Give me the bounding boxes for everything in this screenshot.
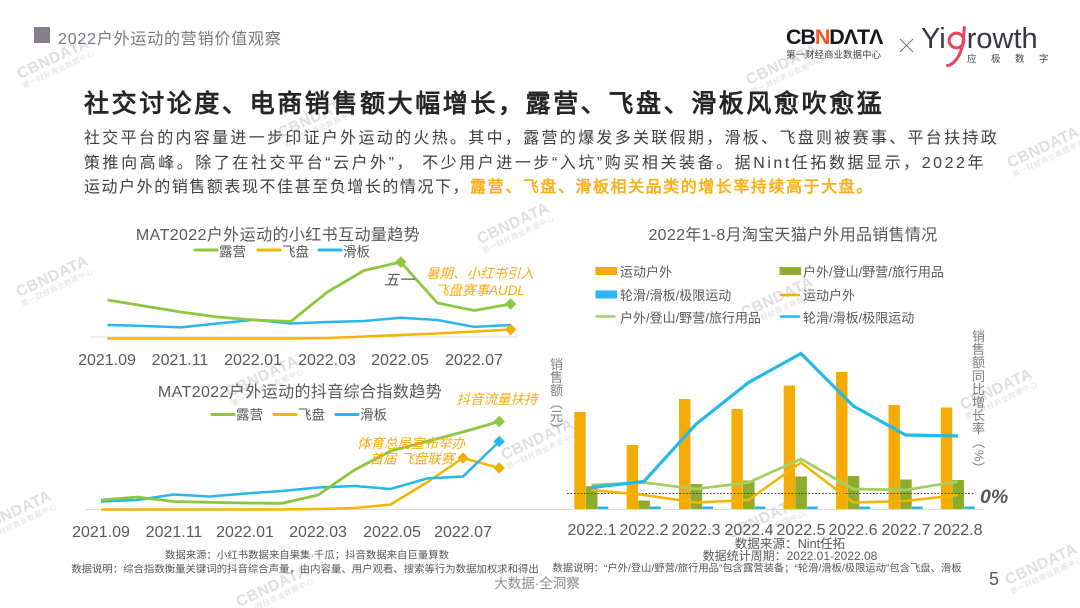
svg-text:2022年1-8月淘宝天猫户外用品销售情况: 2022年1-8月淘宝天猫户外用品销售情况: [648, 226, 937, 244]
svg-text:2021.09: 2021.09: [78, 352, 136, 369]
svg-text:2022.01: 2022.01: [224, 352, 282, 369]
svg-text:2022.1: 2022.1: [568, 522, 617, 539]
svg-text:2022.03: 2022.03: [298, 352, 356, 369]
svg-text:体育总局宣布举办: 体育总局宣布举办: [357, 436, 465, 451]
svg-text:飞盘: 飞盘: [282, 244, 309, 260]
svg-text:2022.5: 2022.5: [777, 522, 826, 539]
svg-text:轮滑/滑板/极限运动: 轮滑/滑板/极限运动: [620, 288, 731, 303]
svg-text:露营: 露营: [219, 245, 246, 260]
svg-text:滑板: 滑板: [360, 408, 387, 423]
svg-text:大数据·全洞察: 大数据·全洞察: [494, 575, 580, 591]
svg-text:运动户外: 运动户外: [803, 288, 855, 303]
svg-text:MAT2022户外运动的小红书互动量趋势: MAT2022户外运动的小红书互动量趋势: [136, 226, 420, 244]
svg-text:户外/登山/野营/旅行用品: 户外/登山/野营/旅行用品: [620, 311, 761, 326]
svg-text:户外/登山/野营/旅行用品: 户外/登山/野营/旅行用品: [803, 265, 944, 280]
svg-text:MAT2022户外运动的抖音综合指数趋势: MAT2022户外运动的抖音综合指数趋势: [158, 383, 442, 401]
svg-text:0%: 0%: [980, 486, 1008, 508]
svg-text:2022.7: 2022.7: [882, 522, 931, 539]
svg-text:滑板: 滑板: [343, 245, 370, 260]
svg-text:2022.01: 2022.01: [216, 524, 274, 541]
svg-text:2021.11: 2021.11: [146, 524, 203, 541]
svg-text:飞盘赛事AUDL: 飞盘赛事AUDL: [435, 283, 525, 298]
svg-text:飞盘: 飞盘: [298, 407, 325, 423]
svg-text:数据来源：Nint任拓: 数据来源：Nint任拓: [735, 537, 846, 551]
svg-text:2022.4: 2022.4: [725, 522, 774, 539]
svg-text:数据统计周期：2022.01-2022.08: 数据统计周期：2022.01-2022.08: [703, 548, 878, 563]
svg-text:2022.07: 2022.07: [445, 352, 503, 369]
svg-text:2022.6: 2022.6: [829, 522, 878, 539]
svg-text:数据来源：小红书数据来自果集·千瓜；抖音数据来自巨量算数: 数据来源：小红书数据来自果集·千瓜；抖音数据来自巨量算数: [165, 549, 450, 562]
svg-text:2021.09: 2021.09: [72, 524, 130, 541]
svg-text:数据说明：“户外/登山/野营/旅行用品”包含露营装备；“轮滑: 数据说明：“户外/登山/野营/旅行用品”包含露营装备；“轮滑/滑板/极限运动”包…: [552, 562, 961, 575]
svg-text:首届 飞盘联赛: 首届 飞盘联赛: [370, 452, 457, 467]
svg-text:2022.05: 2022.05: [363, 524, 421, 541]
svg-text:2022.05: 2022.05: [371, 352, 429, 369]
svg-text:露营: 露营: [236, 408, 263, 423]
svg-text:2022.2: 2022.2: [620, 522, 669, 539]
svg-text:2022.8: 2022.8: [934, 522, 983, 539]
svg-text:暑期、小红书引入: 暑期、小红书引入: [426, 266, 534, 281]
svg-text:抖音流量扶持: 抖音流量扶持: [457, 392, 539, 407]
svg-text:运动户外: 运动户外: [620, 265, 672, 280]
svg-text:数据说明：综合指数衡量关键词的抖音综合声量，由内容量、用户观: 数据说明：综合指数衡量关键词的抖音综合声量，由内容量、用户观看、搜索等行为数据加…: [71, 563, 539, 576]
svg-text:2022.03: 2022.03: [289, 524, 347, 541]
svg-text:五一: 五一: [384, 272, 416, 289]
svg-text:2022.07: 2022.07: [434, 524, 492, 541]
svg-text:2022.3: 2022.3: [672, 522, 721, 539]
svg-text:5: 5: [989, 569, 999, 589]
svg-text:2021.11: 2021.11: [152, 352, 209, 369]
svg-text:轮滑/滑板/极限运动: 轮滑/滑板/极限运动: [803, 311, 914, 326]
